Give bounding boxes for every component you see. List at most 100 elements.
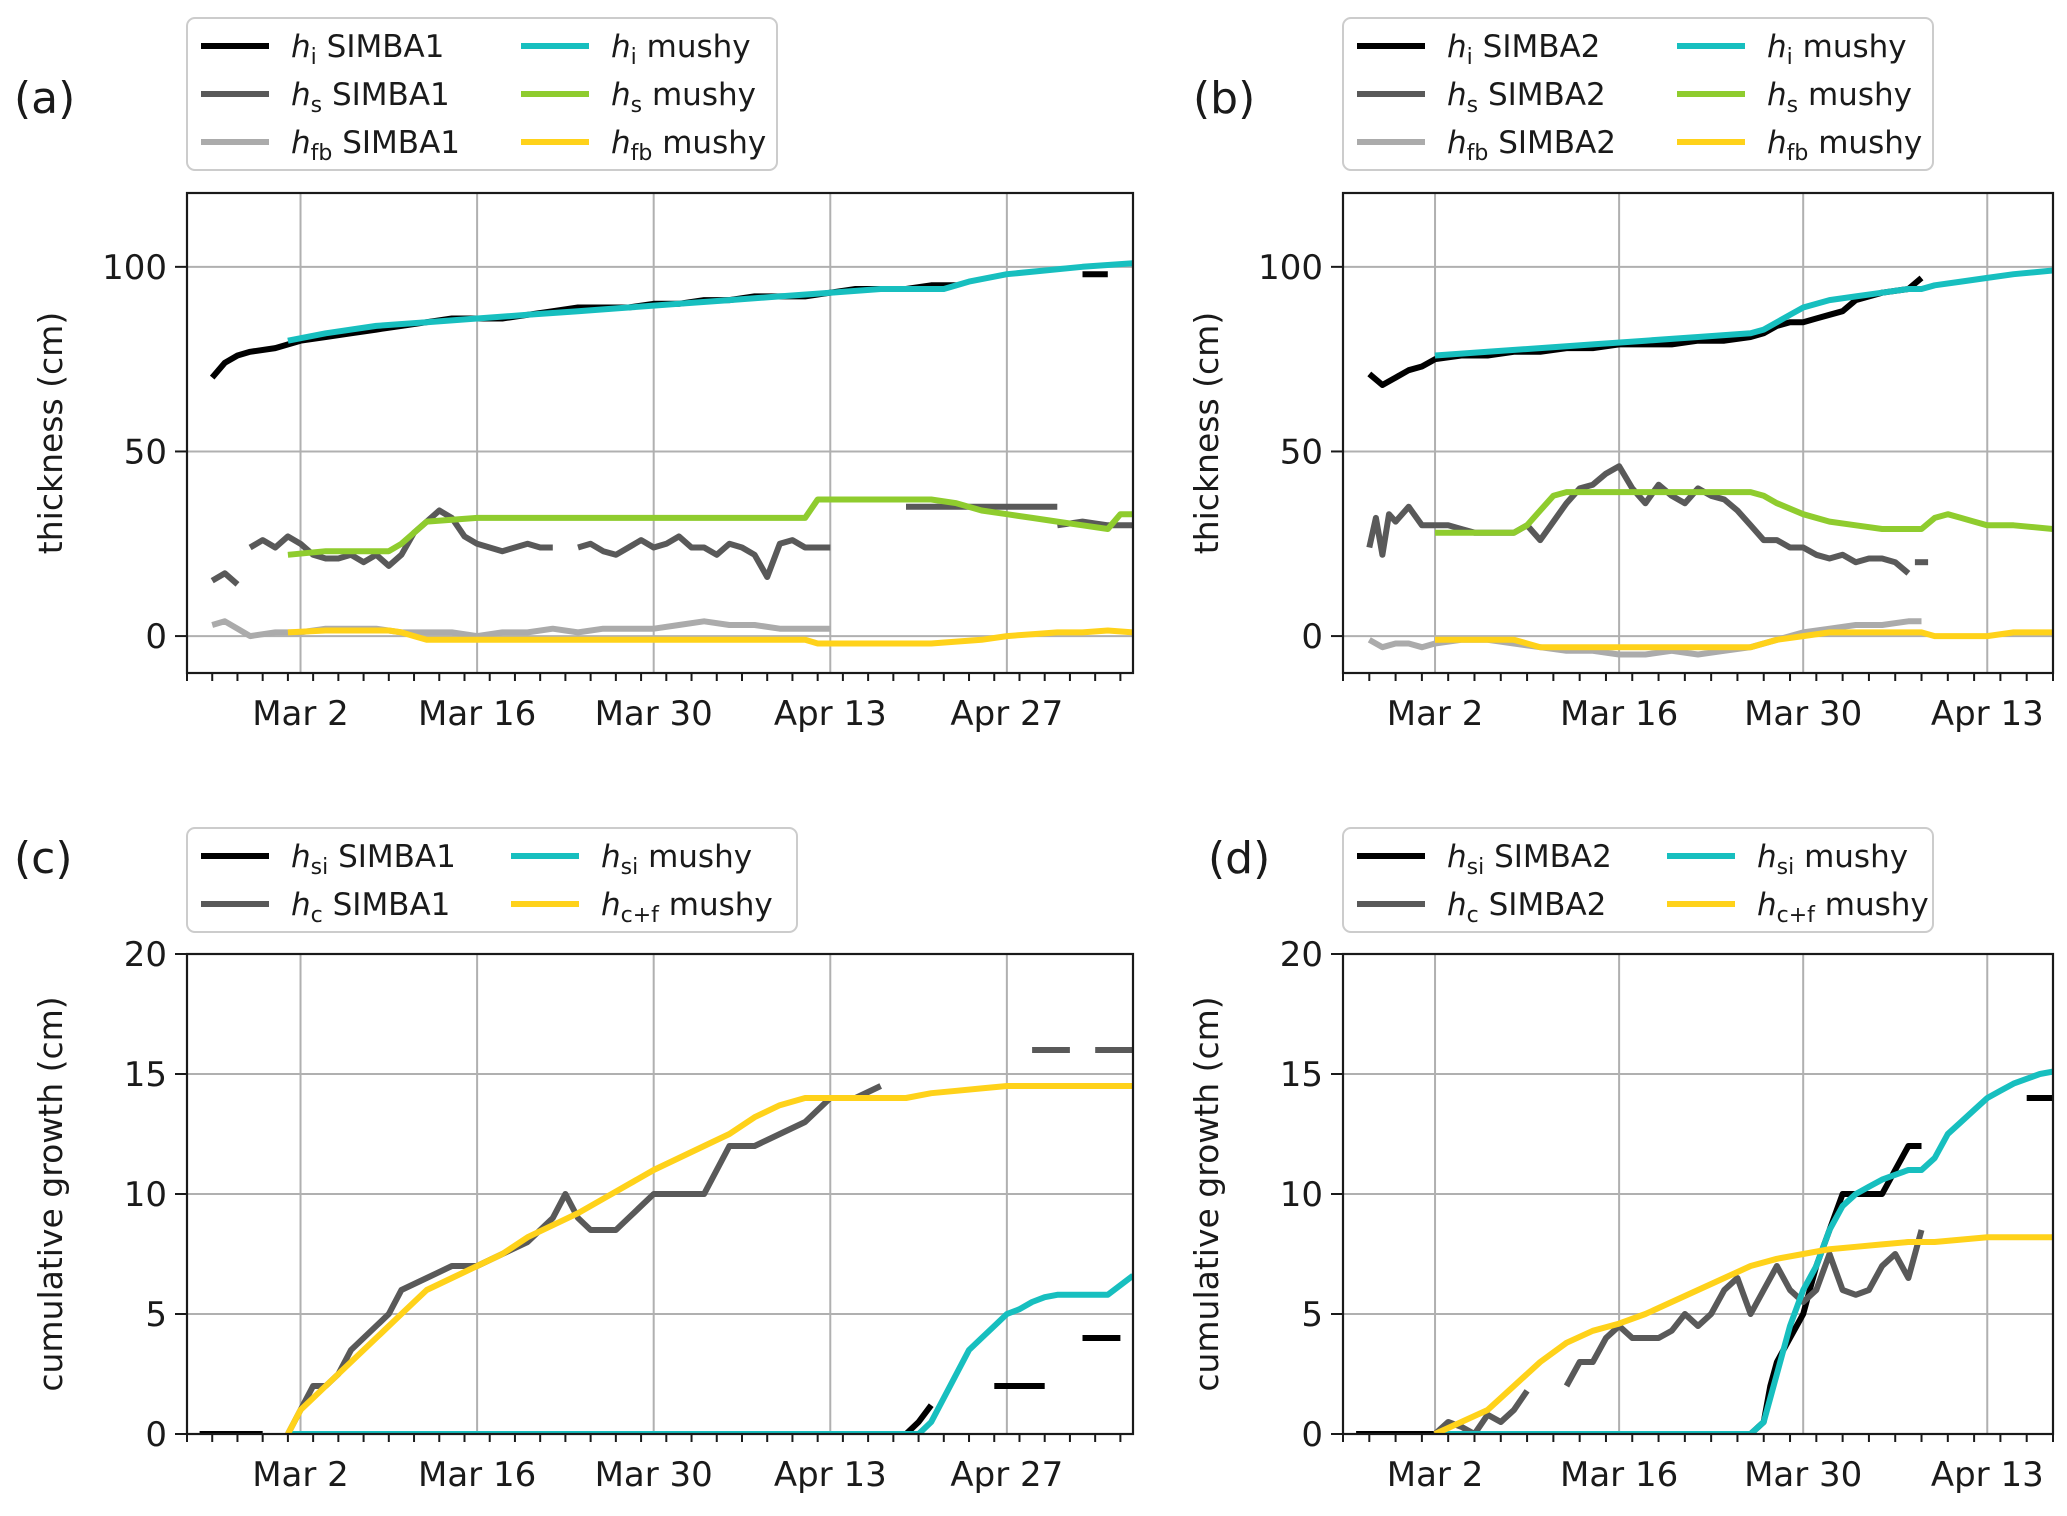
x-tick-label: Mar 16: [1560, 694, 1678, 734]
legend-label: hfb mushy: [1767, 125, 1922, 166]
legend-label: hs mushy: [611, 77, 756, 118]
series-line: [1366, 463, 1911, 576]
y-axis-label: cumulative growth (cm): [31, 996, 70, 1391]
panel-label: (a): [14, 73, 75, 124]
chart-panel-3: Mar 2 Mar 16 Mar 30 Apr 13 Apr 27 0 5 10 15 20 cum…: [14, 827, 1135, 1495]
legend-label: hc SIMBA2: [1447, 887, 1606, 928]
series-line: [285, 1083, 1133, 1434]
legend: hsi SIMBA2 hc SIMBA2 hsi mushy hc+f mushy: [1342, 827, 1934, 933]
y-tick-label: 20: [124, 935, 167, 975]
legend-frame: [1342, 827, 1934, 933]
y-axis-label: thickness (cm): [1187, 312, 1226, 554]
series-group: [209, 260, 1133, 647]
y-tick-label: 10: [124, 1175, 167, 1215]
x-tick-label: Mar 2: [252, 1455, 349, 1495]
legend-label: hsi mushy: [601, 839, 752, 880]
x-tick-label: Apr 13: [774, 694, 887, 734]
x-tick-label: Apr 27: [950, 1455, 1063, 1495]
x-tick-label: Mar 16: [1560, 1455, 1678, 1495]
series-line: [903, 1403, 934, 1434]
series-line: [210, 570, 240, 587]
series-line: [1432, 1389, 1530, 1434]
y-tick-label: 10: [1280, 1175, 1323, 1215]
legend-label: hc SIMBA1: [291, 887, 450, 928]
axes-frame: [185, 191, 1135, 675]
y-tick-label: 0: [1301, 1415, 1323, 1455]
y-tick-label: 0: [1301, 617, 1323, 657]
series-line: [211, 618, 831, 640]
axes-frame: [1341, 191, 2055, 675]
y-tick-label: 50: [124, 432, 167, 472]
legend: hi SIMBA1 hs SIMBA1 hfb SIMBA1 hi mushy hs m…: [186, 17, 778, 171]
panel-label: (c): [14, 833, 73, 884]
legend-label: hsi mushy: [1757, 839, 1908, 880]
x-tick-label: Apr 13: [1931, 694, 2044, 734]
chart-panel-2: Mar 2 Mar 16 Mar 30 Apr 13 0 50 100 thickness (…: [1187, 17, 2055, 734]
y-tick-label: 15: [1280, 1055, 1323, 1095]
series-line: [287, 260, 1133, 344]
x-tick-label: Mar 30: [1744, 694, 1862, 734]
legend: hi SIMBA2 hs SIMBA2 hfb SIMBA2 hi mushy hs m…: [1342, 17, 1934, 171]
x-tick-label: Apr 13: [774, 1455, 887, 1495]
legend-label: hs mushy: [1767, 77, 1912, 118]
legend-label: hs SIMBA1: [291, 77, 450, 118]
series-line: [1356, 1143, 1922, 1434]
series-line: [1435, 1068, 2053, 1434]
y-tick-label: 100: [1258, 248, 1323, 288]
legend: hsi SIMBA1 hc SIMBA1 hsi mushy hc+f mushy: [186, 827, 798, 933]
panel-label: (d): [1208, 833, 1270, 884]
legend-frame: [1342, 17, 1934, 171]
legend-label: hsi SIMBA1: [291, 839, 456, 880]
y-tick-label: 5: [145, 1295, 167, 1335]
x-tick-label: Mar 2: [1387, 694, 1484, 734]
series-line: [1367, 275, 1924, 388]
panel-label: (b): [1193, 73, 1255, 124]
series-line: [1433, 1234, 2053, 1434]
legend-label: hi mushy: [611, 29, 751, 70]
y-tick-label: 100: [102, 248, 167, 288]
legend-label: hsi SIMBA2: [1447, 839, 1612, 880]
x-tick-label: Mar 16: [418, 1455, 536, 1495]
series-line: [1435, 629, 2053, 651]
legend-label: hfb mushy: [611, 125, 766, 166]
series-line: [1563, 1229, 1925, 1388]
series-group: [1356, 1068, 2053, 1434]
series-line: [287, 627, 1133, 647]
y-axis-label: thickness (cm): [31, 312, 70, 554]
series-line: [577, 533, 831, 580]
x-tick-label: Mar 30: [595, 694, 713, 734]
series-line: [287, 1273, 1133, 1434]
legend-label: hi SIMBA2: [1447, 29, 1600, 70]
y-tick-label: 50: [1280, 432, 1323, 472]
series-group: [1366, 267, 2053, 658]
legend-label: hc+f mushy: [601, 887, 773, 928]
series-group: [199, 1047, 1133, 1434]
y-tick-label: 15: [124, 1055, 167, 1095]
y-axis-label: cumulative growth (cm): [1187, 996, 1226, 1391]
y-tick-label: 0: [145, 617, 167, 657]
x-tick-label: Mar 30: [595, 1455, 713, 1495]
series-line: [1435, 489, 2053, 536]
x-tick-label: Apr 27: [950, 694, 1063, 734]
x-tick-label: Mar 2: [252, 694, 349, 734]
y-tick-label: 0: [145, 1415, 167, 1455]
x-tick-label: Apr 13: [1931, 1455, 2044, 1495]
series-line: [287, 496, 1133, 558]
legend-label: hfb SIMBA2: [1447, 125, 1616, 166]
x-tick-label: Mar 2: [1387, 1455, 1484, 1495]
x-tick-label: Mar 30: [1744, 1455, 1862, 1495]
series-line: [248, 507, 553, 569]
y-tick-label: 20: [1280, 935, 1323, 975]
series-line: [285, 1083, 882, 1434]
legend-label: hs SIMBA2: [1447, 77, 1606, 118]
chart-panel-1: Mar 2 Mar 16 Mar 30 Apr 13 Apr 27 0 50 100 thick…: [14, 17, 1135, 734]
series-line: [1367, 618, 1922, 658]
legend-label: hi SIMBA1: [291, 29, 444, 70]
legend-label: hfb SIMBA1: [291, 125, 460, 166]
chart-panel-4: Mar 2 Mar 16 Mar 30 Apr 13 0 5 10 15 20 cumulativ…: [1187, 827, 2055, 1495]
x-tick-label: Mar 16: [418, 694, 536, 734]
legend-frame: [186, 827, 798, 933]
legend-frame: [186, 17, 778, 171]
legend-label: hi mushy: [1767, 29, 1907, 70]
